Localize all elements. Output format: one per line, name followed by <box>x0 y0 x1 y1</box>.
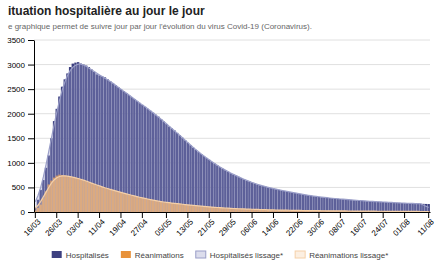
x-tick: 21/05 <box>196 212 217 238</box>
legend-item: Hospitalisés lissage* <box>196 251 283 260</box>
legend-item: Réanimations lissage* <box>295 251 388 260</box>
y-tick-label: 2000 <box>7 110 25 119</box>
grid <box>34 40 430 212</box>
x-tick: 08/07 <box>327 212 348 238</box>
y-tick: 1000 <box>7 159 34 168</box>
y-tick-mark <box>28 163 34 164</box>
x-tick: 30/06 <box>306 212 327 238</box>
smoothed-area <box>35 176 428 212</box>
y-tick-label: 1500 <box>7 134 25 143</box>
legend-label: Réanimations lissage* <box>309 251 388 260</box>
x-tick: 29/05 <box>217 212 238 238</box>
x-tick-label: 29/05 <box>217 217 238 238</box>
smoothed-area <box>35 64 428 212</box>
x-tick: 11/04 <box>87 212 107 237</box>
x-tick-label: 22/06 <box>284 217 305 238</box>
x-tick-label: 03/04 <box>65 217 86 238</box>
x-tick-label: 30/06 <box>306 217 327 238</box>
y-tick-label: 3000 <box>7 61 25 70</box>
x-tick: 11/08 <box>416 212 436 237</box>
legend-item: Hospitalisés <box>52 251 109 260</box>
marks <box>34 62 430 212</box>
chart-svg: ituation hospitalière au jour le jour e g… <box>0 0 440 264</box>
y-tick-mark <box>28 114 34 115</box>
x-tick: 26/03 <box>43 212 64 238</box>
x-tick-label: 13/05 <box>175 217 196 238</box>
legend-label: Réanimations <box>135 251 184 260</box>
x-tick-label: 16/07 <box>348 217 369 238</box>
x-tick-label: 16/03 <box>22 217 43 238</box>
x-tick-label: 27/04 <box>129 217 150 238</box>
y-tick-mark <box>28 212 34 213</box>
x-tick-label: 11/08 <box>416 217 436 237</box>
y-tick-mark <box>28 187 34 188</box>
x-tick: 03/04 <box>65 212 86 238</box>
x-tick-label: 05/05 <box>153 217 174 238</box>
legend-label: Hospitalisés <box>66 251 109 260</box>
y-tick-mark <box>28 40 34 41</box>
legend-swatch <box>295 251 305 258</box>
x-tick: 16/07 <box>348 212 369 238</box>
y-tick: 500 <box>12 183 34 192</box>
x-tick: 14/06 <box>260 212 281 238</box>
x-tick: 22/06 <box>284 212 305 238</box>
x-tick: 13/05 <box>175 212 196 238</box>
y-axis-line <box>34 41 35 213</box>
x-tick-label: 08/07 <box>327 217 348 238</box>
y-tick-mark <box>28 65 34 66</box>
y-axis: 0 500 1000 1500 2000 2500 3000 3500 <box>7 36 34 217</box>
x-tick-label: 24/07 <box>370 217 391 238</box>
legend-swatch <box>196 251 206 258</box>
y-tick-label: 0 <box>21 208 26 217</box>
legend: Hospitalisés Réanimations Hospitalisés lis… <box>52 251 389 260</box>
y-tick: 2500 <box>7 85 34 94</box>
x-tick: 16/03 <box>22 212 43 238</box>
smoothed-line <box>35 176 428 212</box>
legend-item: Réanimations <box>121 251 184 260</box>
title: ituation hospitalière au jour le jour <box>8 4 205 18</box>
chart-container: ituation hospitalière au jour le jour e g… <box>0 0 440 264</box>
x-tick: 05/05 <box>153 212 174 238</box>
y-tick-label: 3500 <box>7 36 25 45</box>
x-tick-label: 21/05 <box>196 217 217 238</box>
y-tick: 2000 <box>7 110 34 119</box>
legend-swatch <box>121 251 131 258</box>
x-tick-label: 01/08 <box>391 217 412 238</box>
legend-label: Hospitalisés lissage* <box>210 251 283 260</box>
x-tick-label: 06/06 <box>239 217 260 238</box>
x-tick-label: 14/06 <box>260 217 281 238</box>
bar-series <box>34 62 430 212</box>
x-tick: 06/06 <box>239 212 260 238</box>
y-tick-mark <box>28 89 34 90</box>
grid-line <box>34 64 430 65</box>
y-tick-label: 1000 <box>7 159 25 168</box>
y-tick-label: 2500 <box>7 85 25 94</box>
y-tick: 3000 <box>7 61 34 70</box>
y-tick: 1500 <box>7 134 34 143</box>
x-tick-label: 26/03 <box>43 217 64 238</box>
y-tick: 0 <box>21 208 34 217</box>
y-tick-label: 500 <box>12 183 26 192</box>
y-tick: 3500 <box>7 36 34 45</box>
x-tick: 24/07 <box>370 212 391 238</box>
x-tick-label: 11/04 <box>87 217 107 237</box>
legend-swatch <box>52 251 62 258</box>
grid-line <box>34 40 430 41</box>
y-tick-mark <box>28 138 34 139</box>
x-axis-line <box>35 212 431 213</box>
x-tick-label: 19/04 <box>108 217 129 238</box>
x-tick: 27/04 <box>129 212 150 238</box>
x-tick: 01/08 <box>391 212 412 238</box>
x-tick: 19/04 <box>108 212 129 238</box>
x-axis: 16/0326/0303/0411/0419/0427/0405/0513/05… <box>22 212 436 238</box>
subtitle: e graphique permet de suivre jour par jo… <box>8 22 312 31</box>
